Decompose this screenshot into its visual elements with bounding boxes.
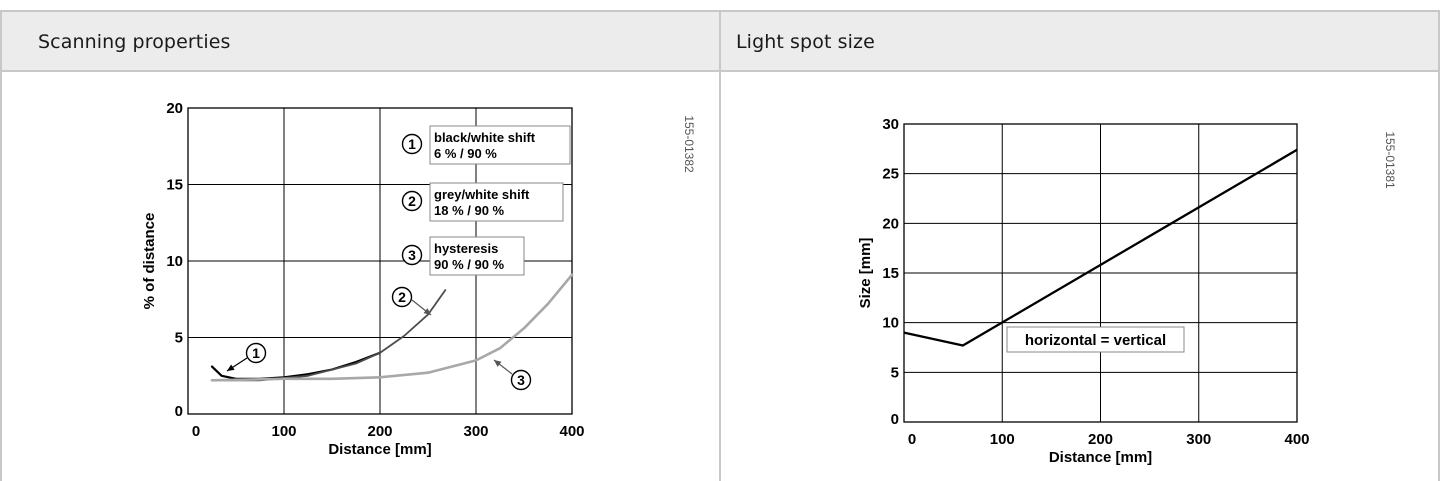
panel-title: Light spot size <box>736 31 875 53</box>
marker-circle <box>245 342 267 364</box>
marker-number: 1 <box>408 136 416 152</box>
legend-value: 18 % / 90 % <box>434 203 505 218</box>
panel-title: Scanning properties <box>38 31 231 53</box>
y-tick-label: 10 <box>882 315 899 332</box>
figure-code: 155-01381 <box>1383 131 1397 189</box>
x-tick-label: 200 <box>1088 431 1113 448</box>
legend-label: black/white shift <box>434 130 536 145</box>
y-tick-label: 30 <box>882 116 899 133</box>
y-tick-label: 15 <box>882 265 899 282</box>
panel-header: Scanning properties <box>2 12 719 72</box>
y-tick-label: 5 <box>175 330 183 347</box>
legend-box <box>429 182 564 222</box>
y-tick-label: 20 <box>166 100 183 117</box>
x-tick-label: 0 <box>192 423 200 440</box>
plot-frame <box>903 123 1298 423</box>
x-axis-label: Distance [mm] <box>328 441 431 458</box>
marker-circle <box>401 244 423 266</box>
annotation-text: horizontal = vertical <box>1025 332 1166 349</box>
marker-number: 3 <box>408 247 416 263</box>
y-axis-label: % of distance <box>141 213 158 310</box>
marker-circle <box>401 190 423 212</box>
x-axis-label: Distance [mm] <box>1049 449 1152 466</box>
arrow-head <box>494 360 502 367</box>
curve-marker: 3 <box>401 244 423 266</box>
y-tick-label: 15 <box>166 177 183 194</box>
curve-marker: 3 <box>510 369 532 391</box>
marker-circle <box>391 286 413 308</box>
light-spot-size-chart: 0 100 200 300 400 0 5 10 15 20 25 30 Distance [mm] Si… <box>857 116 1397 466</box>
x-tick-label: 300 <box>1186 431 1211 448</box>
x-tick-label: 400 <box>1284 431 1309 448</box>
data-sheet-table: Scanning properties 0 100 200 300 400 0 5 10 15 2… <box>0 10 1440 481</box>
panel-header: Light spot size <box>721 12 1438 72</box>
marker-number: 2 <box>398 289 406 305</box>
legend-value: 90 % / 90 % <box>434 257 505 272</box>
x-tick-label: 0 <box>908 431 916 448</box>
figure-code: 155-01382 <box>682 115 696 173</box>
y-tick-label: 10 <box>166 253 183 270</box>
legend-label: grey/white shift <box>434 187 530 202</box>
y-tick-label: 25 <box>882 166 899 183</box>
scanning-properties-panel: Scanning properties 0 100 200 300 400 0 5 10 15 2… <box>0 12 721 481</box>
marker-number: 2 <box>408 193 416 209</box>
series-line-2 <box>211 289 447 382</box>
series-line-1 <box>210 351 382 380</box>
x-tick-label: 100 <box>271 423 296 440</box>
legend-label: hysteresis <box>434 241 498 256</box>
curve-marker: 2 <box>391 286 413 308</box>
legend-value: 6 % / 90 % <box>434 146 497 161</box>
series-line <box>903 148 1298 347</box>
annotation-box <box>1006 326 1185 353</box>
legend-box <box>429 236 525 276</box>
arrow-head <box>423 308 431 315</box>
x-tick-label: 100 <box>990 431 1015 448</box>
y-axis-label: Size [mm] <box>857 238 874 309</box>
x-tick-label: 400 <box>559 423 584 440</box>
marker-number: 1 <box>252 345 260 361</box>
x-tick-label: 300 <box>463 423 488 440</box>
marker-circle <box>510 369 532 391</box>
marker-circle <box>401 133 423 155</box>
y-tick-label: 5 <box>891 364 899 381</box>
marker-number: 3 <box>517 372 525 388</box>
series-line-3 <box>210 273 574 382</box>
light-spot-size-panel: Light spot size 0 100 200 300 400 0 5 10 15 20 25 3… <box>721 12 1440 481</box>
y-tick-label: 0 <box>175 403 183 420</box>
curve-marker: 1 <box>401 133 423 155</box>
y-tick-label: 0 <box>891 411 899 428</box>
plot-frame <box>187 107 573 415</box>
x-tick-label: 200 <box>367 423 392 440</box>
curve-marker: 1 <box>245 342 267 364</box>
arrow-head <box>227 364 235 371</box>
legend-box <box>429 125 571 165</box>
y-tick-label: 20 <box>882 215 899 232</box>
curve-marker: 2 <box>401 190 423 212</box>
scanning-properties-chart: 0 100 200 300 400 0 5 10 15 20 Distance [mm] % of d… <box>141 100 696 458</box>
